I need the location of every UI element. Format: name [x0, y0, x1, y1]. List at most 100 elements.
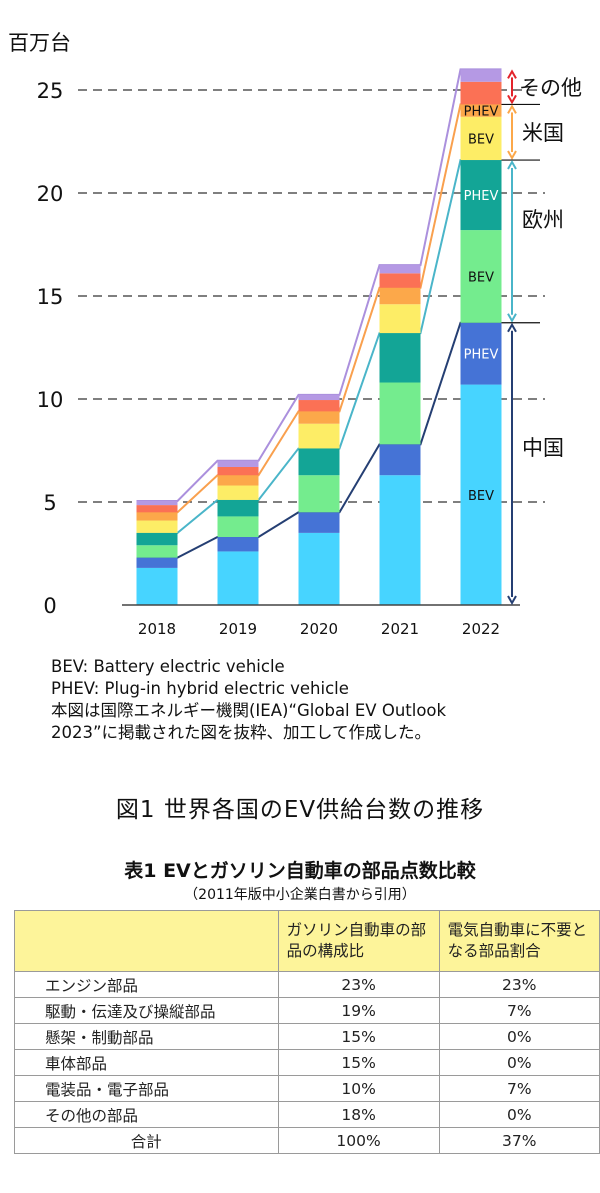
x-tick-label: 2020 [300, 620, 338, 638]
bar-segment-label: PHEV [464, 105, 499, 120]
x-tick-label: 2022 [462, 620, 500, 638]
note-bev: BEV: Battery electric vehicle [51, 657, 285, 676]
bar-segment [460, 322, 502, 385]
bar-segment [460, 69, 502, 82]
bar-segment [460, 116, 502, 161]
bar-segment [460, 104, 502, 117]
region-arrow-down [507, 150, 517, 161]
bar-segment [136, 545, 178, 558]
region-label: 欧州 [522, 208, 564, 232]
bar-segment [298, 532, 340, 605]
bar-segment [298, 512, 340, 533]
region-arrow-down [507, 595, 517, 606]
parts-table: ガソリン自動車の部品の構成比 電気自動車に不要となる部品割合 エンジン部品 23… [14, 910, 600, 1154]
bar-segment [379, 382, 421, 445]
y-tick-label: 0 [43, 594, 56, 618]
bar-segment [217, 499, 259, 517]
note-phev: PHEV: Plug-in hybrid electric vehicle [51, 679, 349, 698]
bar-segment [298, 448, 340, 476]
bar-segment [379, 273, 421, 288]
row-label: 電装品・電子部品 [14, 1075, 279, 1102]
region-label: 米国 [522, 121, 564, 145]
y-tick-label: 20 [37, 182, 64, 206]
bar-segment [460, 384, 502, 605]
bar-segment [217, 485, 259, 500]
bar-segment [136, 567, 178, 605]
y-axis-label: 百万台 [8, 31, 71, 55]
bar-segment [298, 423, 340, 449]
region-label: 中国 [522, 436, 564, 460]
row-gasoline: 15% [277, 1049, 440, 1076]
total-gasoline: 100% [277, 1127, 440, 1154]
table-row: エンジン部品 23% 23% [14, 971, 600, 998]
table-total-row: 合計 100% 37% [14, 1127, 600, 1154]
row-ev: 0% [438, 1049, 600, 1076]
table-row: 駆動・伝達及び操縦部品 19% 7% [14, 997, 600, 1024]
region-arrow-down [507, 313, 517, 323]
bar-segment-label: BEV [468, 132, 494, 147]
bar-segment [136, 557, 178, 568]
bar-segment-label: PHEV [464, 348, 499, 363]
region-arrow-up [507, 322, 517, 333]
x-tick-label: 2021 [381, 620, 419, 638]
bar-segment [460, 81, 502, 105]
bar-segment [136, 512, 178, 521]
row-label: 駆動・伝達及び操縦部品 [14, 997, 279, 1024]
figure-caption: 図1 世界各国のEV供給台数の推移 [115, 797, 485, 823]
x-tick-label: 2018 [138, 620, 176, 638]
region-arrow-up [507, 160, 517, 170]
bar-segment [379, 333, 421, 383]
bar-segment [136, 500, 178, 506]
y-tick-label: 5 [43, 491, 56, 515]
table-row: その他の部品 18% 0% [14, 1101, 600, 1128]
bar-segment [379, 304, 421, 334]
bar-segment [298, 400, 340, 412]
bar-segment [379, 475, 421, 605]
row-label: 懸架・制動部品 [14, 1023, 279, 1050]
row-ev: 7% [438, 997, 600, 1024]
row-label: その他の部品 [14, 1101, 279, 1128]
table-header-row: ガソリン自動車の部品の構成比 電気自動車に不要となる部品割合 [14, 910, 600, 972]
region-arrow-up [507, 69, 517, 79]
bar-segment-label: PHEV [464, 189, 499, 204]
bar-segment [217, 475, 259, 486]
header-blank [14, 910, 279, 972]
row-ev: 0% [438, 1101, 600, 1128]
bar-segment [136, 532, 178, 546]
row-label: 車体部品 [14, 1049, 279, 1076]
bar-segment [217, 537, 259, 552]
row-gasoline: 10% [277, 1075, 440, 1102]
row-gasoline: 18% [277, 1101, 440, 1128]
row-ev: 23% [438, 971, 600, 998]
bar-segment [217, 460, 259, 467]
bar-segment [379, 444, 421, 476]
row-gasoline: 23% [277, 971, 440, 998]
bar-segment-label: BEV [468, 270, 494, 285]
table-row: 懸架・制動部品 15% 0% [14, 1023, 600, 1050]
bar-segment [136, 505, 178, 513]
region-label: その他 [519, 76, 582, 100]
bar-segment-label: BEV [468, 489, 494, 504]
x-tick-label: 2019 [219, 620, 257, 638]
table-title: 表1 EVとガソリン自動車の部品点数比較 [124, 860, 476, 882]
header-gasoline: ガソリン自動車の部品の構成比 [277, 910, 440, 972]
bar-segment [379, 265, 421, 274]
bar-segment [298, 411, 340, 424]
region-arrow-up [507, 104, 517, 114]
bar-segment [460, 160, 502, 231]
y-tick-label: 10 [37, 388, 64, 412]
bar-segment [379, 287, 421, 305]
row-label: エンジン部品 [14, 971, 279, 998]
total-ev: 37% [438, 1127, 600, 1154]
y-tick-label: 15 [37, 285, 64, 309]
bar-segment [136, 520, 178, 533]
bar-segment [217, 516, 259, 538]
region-arrow-down [507, 94, 517, 105]
row-gasoline: 19% [277, 997, 440, 1024]
bar-segment [298, 394, 340, 401]
row-gasoline: 15% [277, 1023, 440, 1050]
row-ev: 0% [438, 1023, 600, 1050]
bar-segment [217, 466, 259, 476]
note-source-2: 2023”に掲載された図を抜粋、加工して作成した。 [51, 723, 432, 742]
y-tick-label: 25 [37, 79, 64, 103]
